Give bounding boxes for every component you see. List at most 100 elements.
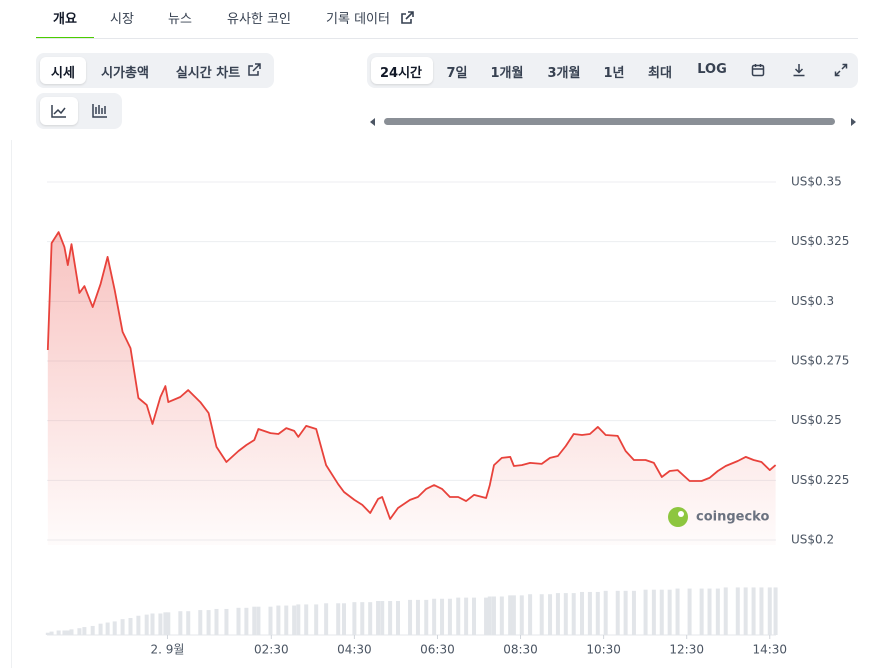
volume-bar — [587, 591, 592, 635]
y-tick-label: US$0.3 — [791, 294, 834, 308]
volume-bar — [659, 589, 664, 635]
volume-bar — [380, 601, 385, 635]
active-pill — [371, 57, 433, 84]
tab[interactable]: 뉴스 — [168, 12, 192, 27]
x-tick-label: 02:30 — [254, 643, 289, 657]
volume-bar — [368, 602, 373, 635]
volume-bar — [667, 589, 672, 635]
volume-bar — [511, 595, 516, 635]
range-button[interactable]: 7일 — [446, 66, 468, 81]
volume-bar — [508, 595, 513, 635]
volume-bar — [767, 587, 772, 635]
volume-bar — [178, 611, 183, 635]
panel-border — [11, 140, 12, 668]
view-button[interactable]: 시가총액 — [101, 66, 149, 81]
volume-bar — [432, 598, 437, 635]
volume-bar — [314, 604, 319, 635]
volume-bar — [571, 593, 576, 635]
volume-bar — [528, 594, 533, 635]
view-button[interactable]: 실시간 차트 — [175, 66, 241, 81]
volume-bar — [773, 587, 778, 635]
y-tick-label: US$0.225 — [791, 473, 849, 487]
volume-bar — [352, 602, 357, 635]
y-tick-label: US$0.275 — [791, 354, 849, 368]
scrollbar[interactable] — [366, 114, 860, 130]
tab[interactable]: 기록 데이터 — [326, 12, 390, 27]
view-button[interactable]: 시세 — [51, 66, 75, 81]
volume-bar — [595, 591, 600, 635]
external-icon — [401, 11, 414, 24]
range-button[interactable]: 1개월 — [490, 66, 524, 81]
volume-bar — [623, 590, 628, 635]
expand-icon[interactable] — [834, 63, 848, 77]
volume-bar — [256, 606, 261, 635]
y-tick-label: US$0.25 — [791, 413, 842, 427]
volume-bar — [464, 597, 469, 635]
volume-bar — [77, 628, 82, 635]
volume-bar — [396, 601, 400, 635]
volume-bar — [69, 629, 74, 635]
volume-bar — [743, 587, 748, 635]
x-tick-label: 08:30 — [503, 643, 538, 657]
volume-bar — [45, 632, 50, 635]
volume-bar — [699, 588, 704, 635]
line-icon — [51, 105, 66, 118]
range-button[interactable]: 최대 — [648, 66, 672, 81]
range-button[interactable]: 1년 — [603, 66, 625, 81]
volume-bar — [276, 605, 281, 635]
volume-bar — [244, 607, 249, 635]
volume-bar — [56, 630, 61, 635]
range-button[interactable]: LOG — [697, 62, 727, 77]
volume-bar — [336, 603, 341, 635]
watermark-logo-eye — [678, 511, 684, 517]
range-toolbar — [367, 53, 858, 88]
volume-bar — [563, 593, 568, 635]
volume-bar — [651, 589, 656, 635]
volume-bar — [723, 587, 728, 635]
x-tick-label: 14:30 — [752, 643, 787, 657]
tab[interactable]: 유사한 코인 — [227, 12, 291, 27]
y-tick-label: US$0.2 — [791, 533, 834, 547]
volume-bar — [539, 594, 544, 635]
external-icon — [248, 63, 261, 76]
volume-bar — [735, 587, 740, 635]
volume-bar — [284, 605, 289, 635]
volume-bar — [128, 618, 133, 635]
volume-bar — [675, 588, 680, 635]
volume-bar — [82, 627, 87, 635]
volume-bar — [65, 630, 70, 635]
volume-bar — [144, 614, 149, 635]
download-icon[interactable] — [792, 63, 806, 77]
volume-bar — [136, 615, 141, 635]
price-line — [46, 231, 777, 520]
volume-bar — [603, 590, 608, 635]
volume-bar — [296, 604, 301, 635]
volume-bar — [408, 599, 413, 635]
volume-bar — [252, 606, 257, 635]
candle-icon[interactable] — [92, 103, 108, 118]
range-button[interactable]: 24시간 — [379, 66, 423, 81]
tab[interactable]: 시장 — [110, 12, 134, 27]
volume-bar — [519, 595, 524, 635]
volume-bar — [236, 607, 241, 635]
volume-bar — [388, 601, 393, 635]
x-tick-label: 04:30 — [337, 643, 372, 657]
volume-bar — [456, 597, 461, 635]
x-tick-label: 10:30 — [586, 643, 621, 657]
volume-bar — [206, 610, 211, 635]
range-button[interactable]: 3개월 — [547, 66, 581, 81]
volume-bar — [292, 605, 297, 635]
volume-bar — [615, 590, 620, 635]
y-tick-label: US$0.325 — [791, 234, 849, 248]
price-area — [47, 232, 776, 545]
x-tick-label: 06:30 — [420, 643, 455, 657]
tab[interactable]: 개요 — [53, 12, 77, 27]
volume-bar — [424, 599, 429, 635]
volume-bar — [224, 608, 229, 635]
volume-bar — [643, 589, 648, 635]
volume-bar — [268, 606, 273, 635]
x-tick-label: 2. 9월 — [150, 643, 184, 657]
volume-bar — [376, 601, 381, 635]
volume-bar — [304, 604, 309, 635]
calendar-icon[interactable] — [751, 63, 765, 77]
